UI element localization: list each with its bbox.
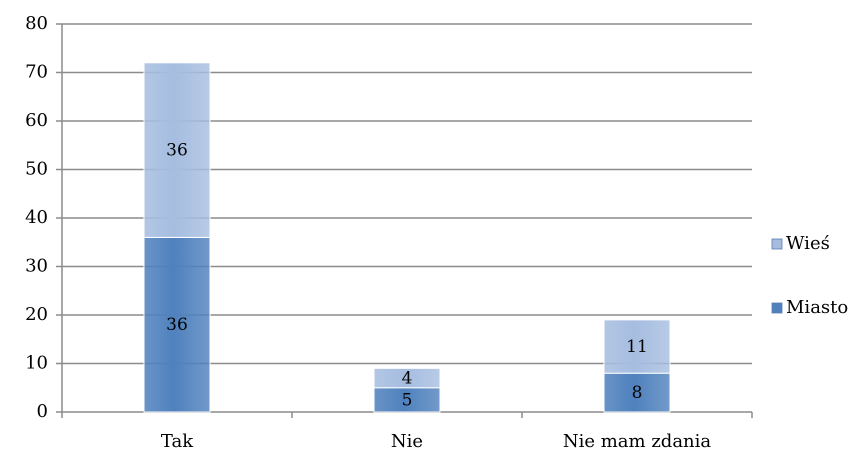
y-tick-label: 10	[25, 353, 48, 374]
x-tick-label: Nie mam zdania	[563, 431, 712, 452]
x-tick-label: Nie	[391, 431, 423, 452]
x-tick-label: Tak	[161, 431, 194, 452]
y-tick-label: 80	[25, 13, 48, 34]
y-tick-label: 0	[37, 401, 48, 422]
y-tick-label: 40	[25, 207, 48, 228]
y-tick-label: 50	[25, 159, 48, 180]
data-label: 36	[166, 141, 188, 161]
y-tick-label: 30	[25, 256, 48, 277]
data-label: 36	[166, 315, 188, 335]
legend-marker	[771, 302, 783, 314]
bar-segment	[143, 62, 211, 238]
legend-label: Wieś	[786, 233, 830, 254]
data-label: 5	[402, 390, 413, 410]
data-label: 8	[632, 383, 643, 403]
legend-marker	[771, 238, 783, 250]
bar-segment	[373, 367, 441, 389]
data-label: 4	[402, 369, 413, 389]
bar-segment	[373, 387, 441, 413]
bar-segment	[603, 372, 671, 413]
y-tick-label: 60	[25, 110, 48, 131]
y-tick-label: 20	[25, 304, 48, 325]
bar-segment	[143, 236, 211, 413]
y-tick-label: 70	[25, 62, 48, 83]
bar-segment	[603, 319, 671, 374]
data-label: 11	[626, 337, 648, 357]
legend-label: Miasto	[786, 297, 848, 318]
